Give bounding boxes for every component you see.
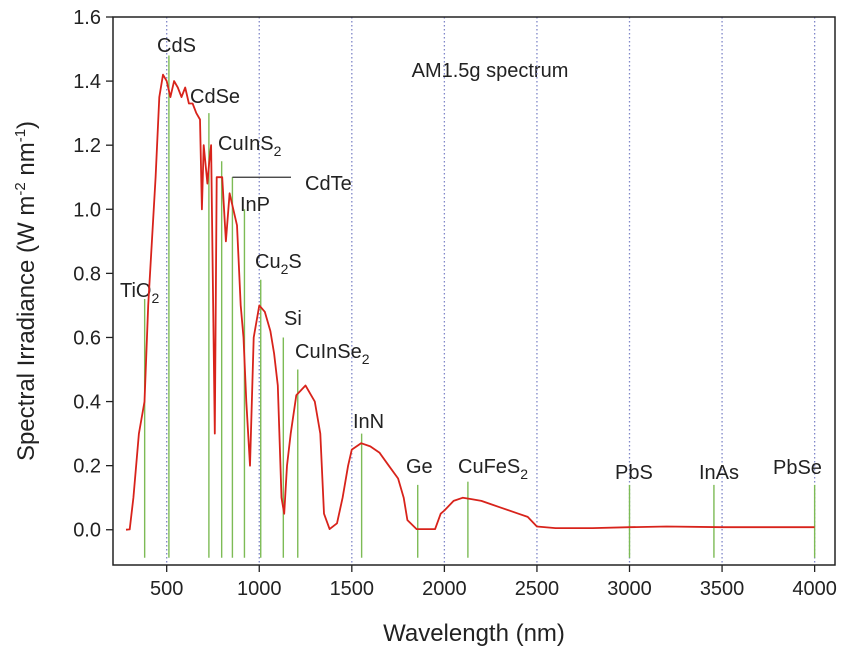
band-gap-label: Ge xyxy=(406,456,433,478)
band-gap-label: CuInSe2 xyxy=(295,341,370,367)
x-tick-label: 3500 xyxy=(700,578,745,600)
plot-frame xyxy=(112,16,836,566)
y-axis-label-part: Spectral Irradiance (W m xyxy=(13,196,40,461)
band-gap-label: PbSe xyxy=(773,457,822,479)
band-gap-label-part: 2 xyxy=(520,466,528,482)
x-tick-label: 500 xyxy=(150,578,183,600)
y-tick-label: 0.8 xyxy=(73,263,101,285)
y-tick-label: 0.4 xyxy=(73,392,101,414)
band-gap-label-part: Cu xyxy=(255,251,281,273)
band-gap-label-part: 2 xyxy=(281,261,289,277)
band-gap-label-part: 2 xyxy=(274,143,282,159)
y-tick-label: 1.2 xyxy=(73,135,101,157)
band-gap-label: CdTe xyxy=(305,173,352,195)
band-gap-label-part: InN xyxy=(353,411,384,433)
band-gap-label-part: TiO xyxy=(120,280,151,302)
y-axis-label: Spectral Irradiance (W m-2 nm-1) xyxy=(12,121,40,461)
band-gap-label: CuFeS2 xyxy=(458,456,528,482)
band-gap-label: Cu2S xyxy=(255,251,302,277)
band-gap-label: CuInS2 xyxy=(218,133,282,159)
band-gap-label-part: Ge xyxy=(406,456,433,478)
band-gap-label-part: InP xyxy=(240,194,270,216)
band-gap-label-part: CdS xyxy=(157,35,196,57)
x-tick-label: 2000 xyxy=(422,578,467,600)
band-gap-label: InN xyxy=(353,411,384,433)
band-gap-label-part: CuInSe xyxy=(295,341,362,363)
y-tick-label: 0.6 xyxy=(73,327,101,349)
x-axis-label: Wavelength (nm) xyxy=(383,620,565,647)
y-axis-label-part: ) xyxy=(13,121,40,129)
band-gap-label-part: S xyxy=(288,251,301,273)
x-tick-label: 1500 xyxy=(330,578,375,600)
band-gap-label-part: CuFeS xyxy=(458,456,520,478)
band-gap-label-part: Si xyxy=(284,308,302,330)
y-tick-label: 1.4 xyxy=(73,71,101,93)
band-gap-label-part: InAs xyxy=(699,462,739,484)
y-tick-label: 1.6 xyxy=(73,7,101,29)
annotation: AM1.5g spectrum xyxy=(412,60,569,82)
y-tick-label: 0.2 xyxy=(73,456,101,478)
x-tick-label: 2500 xyxy=(515,578,560,600)
band-gap-label-part: 2 xyxy=(362,351,370,367)
spectrum-line xyxy=(125,73,815,531)
band-gap-label: CdSe xyxy=(190,86,240,108)
y-axis-label-part: nm xyxy=(13,142,40,182)
band-gap-label-part: 2 xyxy=(151,290,159,306)
band-gap-label: CdS xyxy=(157,35,196,57)
y-tick-label: 1.0 xyxy=(73,199,101,221)
x-tick-label: 1000 xyxy=(237,578,282,600)
y-axis-label-part: -2 xyxy=(12,182,29,195)
band-gap-label: InAs xyxy=(699,462,739,484)
band-gap-label: TiO2 xyxy=(120,280,159,306)
band-gap-label: Si xyxy=(284,308,302,330)
band-gap-label-part: PbS xyxy=(615,462,653,484)
band-gap-label: PbS xyxy=(615,462,653,484)
x-tick-label: 3000 xyxy=(607,578,652,600)
y-tick-label: 0.0 xyxy=(73,520,101,542)
y-axis-label-part: -1 xyxy=(12,129,29,142)
band-gap-label: InP xyxy=(240,194,270,216)
x-tick-label: 4000 xyxy=(792,578,837,600)
band-gap-label-part: CuInS xyxy=(218,133,274,155)
band-gap-label-part: CdTe xyxy=(305,173,352,195)
band-gap-label-part: CdSe xyxy=(190,86,240,108)
band-gap-label-part: PbSe xyxy=(773,457,822,479)
